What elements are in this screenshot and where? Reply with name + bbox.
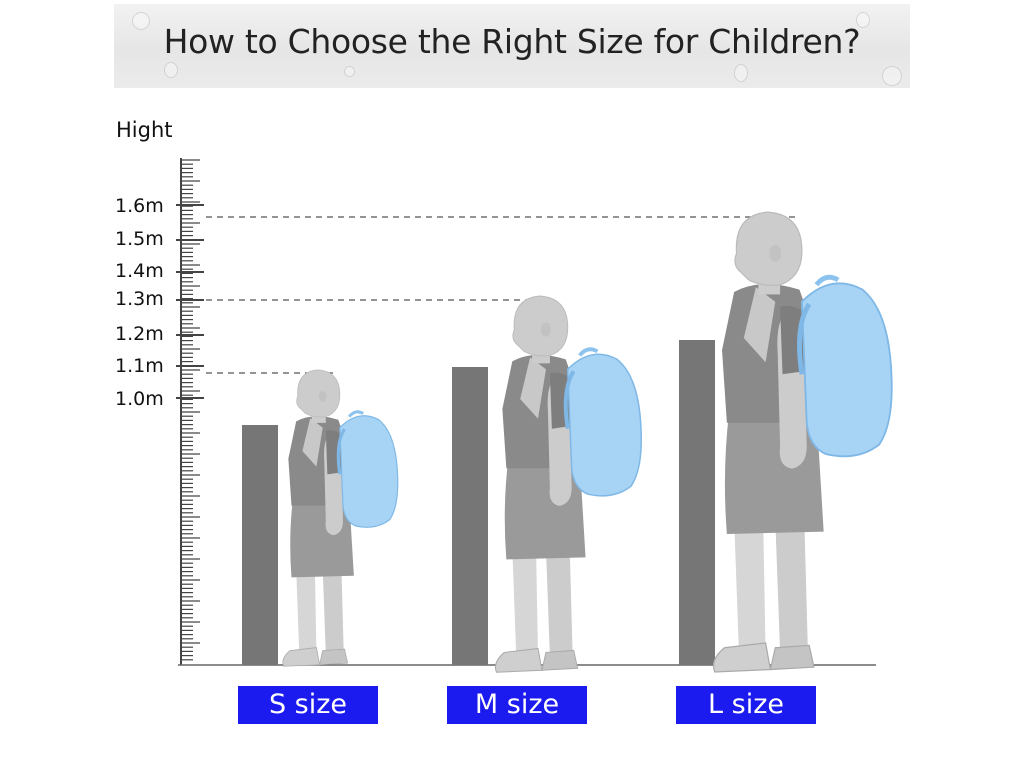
- child-figure-s-size: [282, 369, 399, 667]
- size-bar-l-size: [679, 340, 715, 665]
- m-size-button[interactable]: M size: [447, 686, 587, 724]
- child-figure-m-size: [494, 295, 643, 673]
- water-drop-icon: [856, 12, 870, 28]
- size-bars: [242, 340, 715, 665]
- child-figure-l-size: [712, 211, 893, 673]
- backpack-icon: [800, 282, 893, 458]
- water-drop-icon: [164, 62, 178, 78]
- backpack-icon: [339, 415, 399, 528]
- child-figures: [282, 211, 893, 673]
- tick-label-1-0m: 1.0m: [115, 388, 164, 410]
- page-title: How to Choose the Right Size for Childre…: [163, 22, 861, 61]
- tick-label-1-1m: 1.1m: [115, 355, 164, 377]
- height-axis-label: Hight: [116, 118, 173, 142]
- tick-label-1-5m: 1.5m: [115, 228, 164, 250]
- size-bar-m-size: [452, 367, 488, 665]
- tick-label-1-4m: 1.4m: [115, 260, 164, 282]
- size-bar-s-size: [242, 425, 278, 665]
- s-size-button[interactable]: S size: [238, 686, 378, 724]
- title-banner: How to Choose the Right Size for Childre…: [114, 4, 910, 88]
- water-drop-icon: [734, 64, 748, 82]
- height-guide-lines: [206, 216, 800, 374]
- l-size-button[interactable]: L size: [676, 686, 816, 724]
- water-drop-icon: [132, 12, 150, 30]
- water-drop-icon: [882, 66, 902, 86]
- height-ruler: [176, 158, 204, 665]
- water-drop-icon: [344, 66, 355, 77]
- tick-label-1-3m: 1.3m: [115, 288, 164, 310]
- tick-label-1-2m: 1.2m: [115, 323, 164, 345]
- tick-label-1-6m: 1.6m: [115, 195, 164, 217]
- backpack-icon: [566, 353, 643, 497]
